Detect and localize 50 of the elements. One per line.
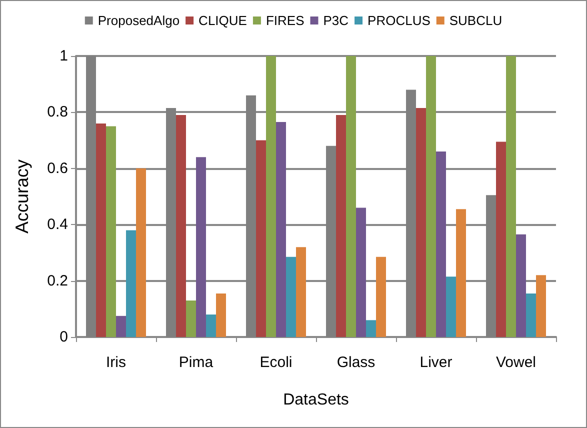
bar xyxy=(196,157,206,337)
legend-label: FIRES xyxy=(266,13,305,28)
bar xyxy=(336,115,346,337)
legend-label: ProposedAlgo xyxy=(98,13,180,28)
bar xyxy=(536,275,546,337)
bar xyxy=(256,140,266,337)
bar xyxy=(416,108,426,337)
legend-label: P3C xyxy=(323,13,349,28)
bar xyxy=(456,209,466,337)
bar xyxy=(506,56,516,337)
y-tick-label: 0.6 xyxy=(47,160,68,177)
bar xyxy=(176,115,186,337)
y-tick-label: 0.2 xyxy=(47,272,68,290)
bar xyxy=(526,293,536,337)
legend-label: PROCLUS xyxy=(368,13,431,28)
x-tick-label: Iris xyxy=(106,354,126,371)
bar xyxy=(436,152,446,337)
y-tick-label: 0.8 xyxy=(47,104,68,121)
bar xyxy=(276,122,286,337)
y-tick-label: 0.4 xyxy=(47,216,68,234)
bar xyxy=(126,230,136,337)
x-axis-title: DataSets xyxy=(283,392,349,408)
y-axis-title: Accuracy xyxy=(12,159,32,234)
x-tick-label: Liver xyxy=(420,354,452,371)
bar xyxy=(346,56,356,337)
bar xyxy=(96,123,106,337)
bar xyxy=(186,300,196,337)
bar xyxy=(366,320,376,337)
bar xyxy=(496,142,506,337)
x-tick-label: Pima xyxy=(178,354,214,371)
bar xyxy=(216,293,226,337)
bar xyxy=(296,247,306,337)
bar xyxy=(136,168,146,337)
bar xyxy=(116,316,126,337)
legend-label: SUBCLU xyxy=(449,13,502,28)
bar xyxy=(286,256,296,337)
legend-label: CLIQUE xyxy=(198,13,248,28)
x-tick-label: Vowel xyxy=(496,354,536,371)
bar xyxy=(356,208,366,337)
bar xyxy=(106,126,116,337)
bar xyxy=(516,234,526,337)
x-tick-label: Ecoli xyxy=(260,354,292,371)
bar xyxy=(426,56,436,337)
bar xyxy=(446,276,456,337)
bar xyxy=(206,314,216,337)
bar xyxy=(376,256,386,337)
y-tick-label: 0 xyxy=(60,328,68,346)
y-tick-label: 1 xyxy=(60,48,68,64)
bar xyxy=(266,56,276,337)
x-tick-label: Glass xyxy=(336,354,376,371)
